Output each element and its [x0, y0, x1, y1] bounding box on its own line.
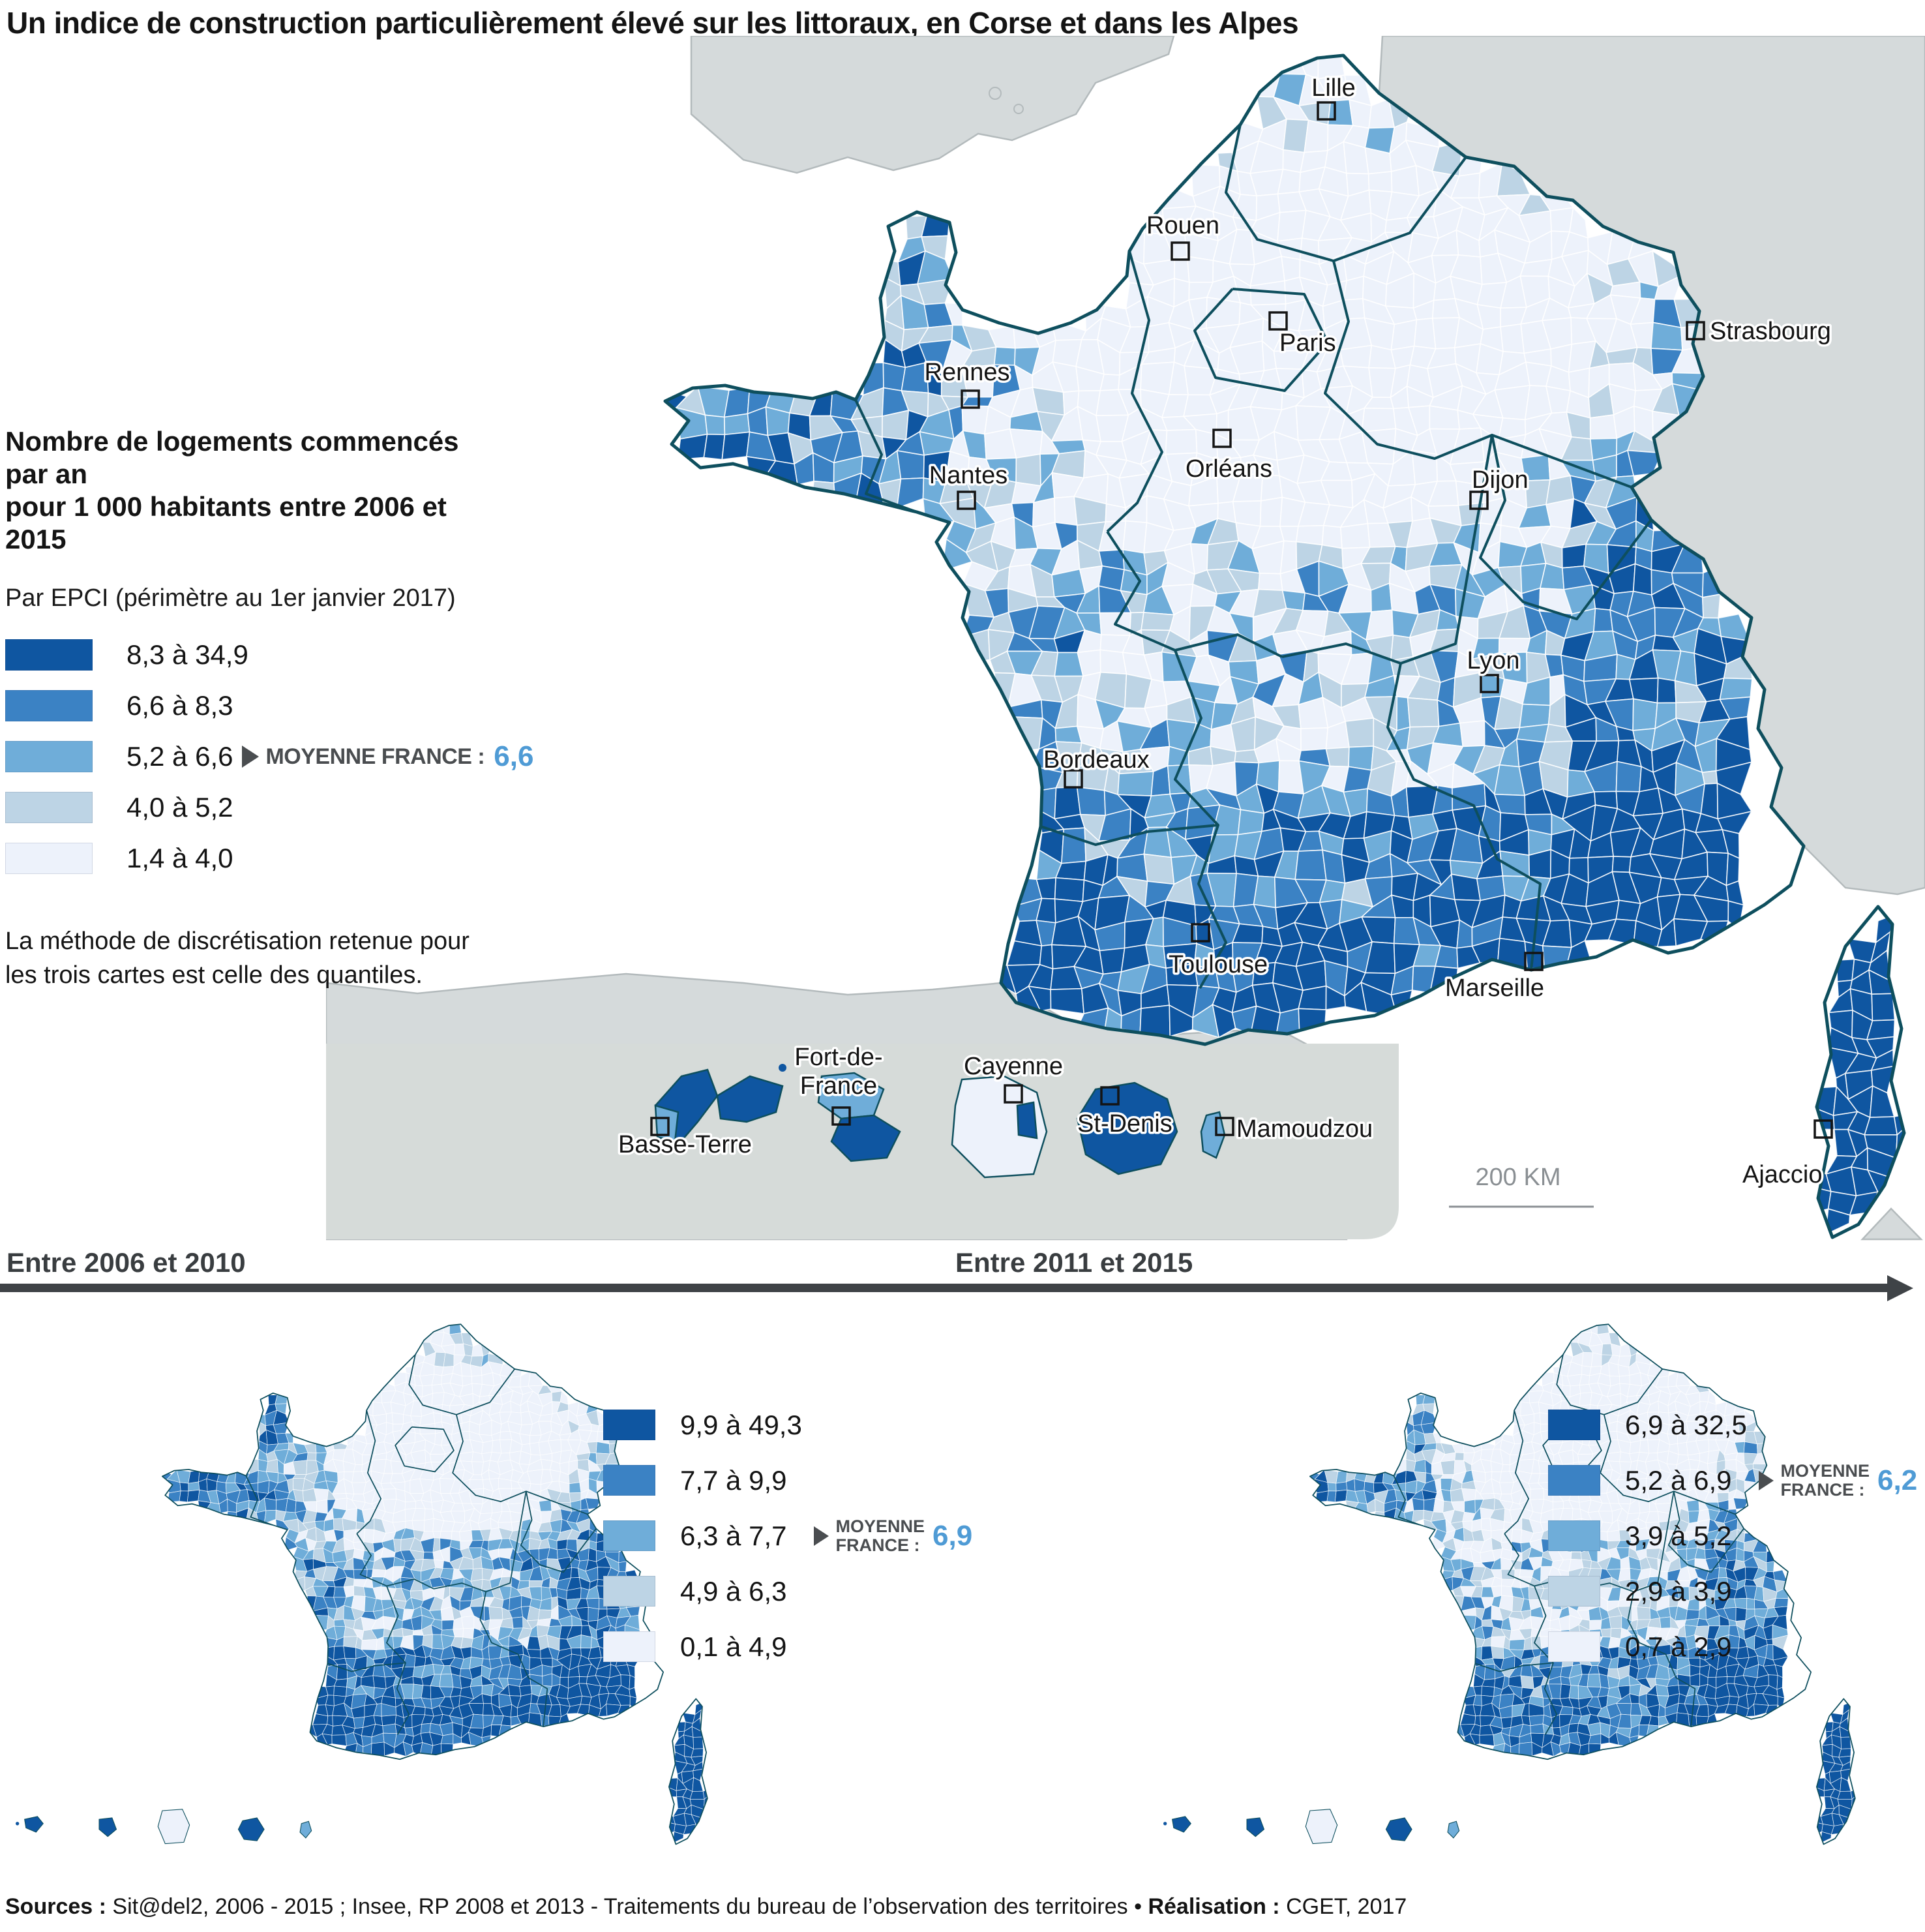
- legend-swatch: [5, 843, 93, 874]
- legend-row: 3,9 à 5,2: [1548, 1520, 1925, 1551]
- average-arrow-icon: [242, 746, 260, 768]
- average-arrow-icon: [814, 1526, 829, 1546]
- legend-class-label: 4,0 à 5,2: [127, 792, 233, 823]
- period-label-2006-2010: Entre 2006 et 2010: [7, 1247, 246, 1278]
- svg-text:Cayenne: Cayenne: [964, 1053, 1063, 1080]
- sources-text: Sit@del2, 2006 - 2015 ; Insee, RP 2008 e…: [106, 1894, 1148, 1919]
- svg-text:Bordeaux: Bordeaux: [1043, 746, 1150, 774]
- svg-text:Mamoudzou: Mamoudzou: [1236, 1115, 1373, 1143]
- legend-row: 4,0 à 5,2: [5, 792, 501, 823]
- legend-row: 0,7 à 2,9: [1548, 1631, 1925, 1662]
- average-callout: MOYENNE FRANCE : 6,9: [805, 1517, 972, 1555]
- legend-row: 2,9 à 3,9: [1548, 1575, 1925, 1607]
- legend-swatch: [603, 1631, 655, 1662]
- svg-text:Basse-Terre: Basse-Terre: [618, 1131, 752, 1158]
- average-value: 6,9: [933, 1519, 973, 1552]
- legend-row: 0,1 à 4,9: [603, 1631, 1021, 1662]
- legend-note: La méthode de discrétisation retenue pou…: [5, 928, 470, 989]
- legend-class-label: 4,9 à 6,3: [680, 1575, 787, 1607]
- timeline-arrow: [0, 1284, 1888, 1292]
- legend-row: 5,2 à 6,6 MOYENNE FRANCE : 6,6: [5, 740, 533, 772]
- svg-text:Toulouse: Toulouse: [1169, 951, 1268, 978]
- legend-swatch: [1548, 1631, 1600, 1662]
- average-label: MOYENNE FRANCE :: [265, 744, 485, 769]
- svg-text:Paris: Paris: [1279, 329, 1336, 357]
- svg-text:St-Denis: St-Denis: [1077, 1110, 1172, 1138]
- legend-swatch: [1548, 1465, 1600, 1496]
- legend-row: 6,9 à 32,5: [1548, 1410, 1925, 1440]
- legend-class-label: 6,6 à 8,3: [127, 690, 233, 721]
- legend-swatch: [5, 741, 93, 772]
- legend-class-label: 6,3 à 7,7: [680, 1520, 787, 1551]
- legend-class-label: 1,4 à 4,0: [127, 843, 233, 873]
- sources-label: Sources :: [5, 1894, 106, 1919]
- legend-row: 8,3 à 34,9: [5, 639, 501, 671]
- svg-text:200 KM: 200 KM: [1476, 1164, 1561, 1191]
- legend-row: 1,4 à 4,0: [5, 843, 501, 874]
- legend-swatch: [5, 639, 93, 671]
- legend-row: 6,6 à 8,3: [5, 690, 501, 721]
- legend-class-label: 9,9 à 49,3: [680, 1409, 802, 1440]
- realisation-label: Réalisation :: [1148, 1894, 1280, 1919]
- period-label-2011-2015: Entre 2011 et 2015: [955, 1247, 1193, 1278]
- average-callout: MOYENNE FRANCE : 6,2: [1750, 1460, 1918, 1500]
- legend-rows: 8,3 à 34,9 6,6 à 8,3 5,2 à 6,6 MOYENNE F…: [5, 639, 533, 874]
- legend-swatch: [5, 690, 93, 721]
- svg-text:Nantes: Nantes: [929, 462, 1007, 489]
- map-2011-2015: [1163, 1323, 1856, 1845]
- legend-row: 7,7 à 9,9: [603, 1464, 1021, 1496]
- realisation-text: CGET, 2017: [1279, 1894, 1407, 1919]
- main-legend: Nombre de logements commencés par an pou…: [5, 425, 533, 992]
- legend-class-label: 5,2 à 6,6: [127, 741, 233, 772]
- main-map: Basse-Terre Fort-de-France Cayenne St-Denis…: [326, 36, 1925, 1241]
- svg-text:Lyon: Lyon: [1467, 647, 1520, 674]
- legend-swatch: [1548, 1520, 1600, 1551]
- legend-swatch: [603, 1520, 655, 1551]
- legend-swatch: [603, 1410, 655, 1440]
- svg-text:Rouen: Rouen: [1146, 212, 1219, 239]
- legend-class-label: 3,9 à 5,2: [1625, 1520, 1732, 1551]
- timeline-arrowhead-icon: [1887, 1275, 1913, 1301]
- legend-swatch: [1548, 1410, 1600, 1440]
- svg-text:Dijon: Dijon: [1472, 466, 1529, 494]
- legend-subtitle: Par EPCI (périmètre au 1er janvier 2017): [5, 584, 456, 612]
- legend-class-label: 0,1 à 4,9: [680, 1631, 787, 1662]
- legend-2011-2015: 6,9 à 32,5 5,2 à 6,9 MOYENNE FRANCE : 6,…: [1548, 1410, 1925, 1687]
- svg-text:Strasbourg: Strasbourg: [1710, 318, 1831, 345]
- legend-row: 5,2 à 6,9 MOYENNE FRANCE : 6,2: [1548, 1461, 1925, 1499]
- legend-class-label: 2,9 à 3,9: [1625, 1575, 1732, 1607]
- svg-text:Fort-de-: Fort-de-: [794, 1044, 882, 1071]
- svg-text:France: France: [800, 1072, 877, 1100]
- average-value: 6,6: [494, 740, 534, 772]
- page-title: Un indice de construction particulièreme…: [7, 6, 1299, 40]
- svg-text:Marseille: Marseille: [1445, 974, 1544, 1002]
- legend-2006-2010: 9,9 à 49,3 7,7 à 9,9 6,3 à 7,7 MOYENNE F…: [603, 1410, 1021, 1687]
- legend-swatch: [603, 1465, 655, 1496]
- svg-text:Ajaccio: Ajaccio: [1742, 1161, 1823, 1188]
- legend-row: 6,3 à 7,7 MOYENNE FRANCE : 6,9: [603, 1517, 1021, 1554]
- legend-swatch: [1548, 1576, 1600, 1607]
- average-value: 6,2: [1877, 1464, 1918, 1496]
- svg-text:Orléans: Orléans: [1186, 455, 1272, 483]
- legend-class-label: 6,9 à 32,5: [1625, 1409, 1747, 1440]
- footer-credits: Sources : Sit@del2, 2006 - 2015 ; Insee,…: [5, 1894, 1407, 1920]
- svg-text:Lille: Lille: [1311, 74, 1356, 102]
- legend-class-label: 8,3 à 34,9: [127, 639, 248, 670]
- legend-swatch: [603, 1576, 655, 1607]
- svg-text:Rennes: Rennes: [925, 359, 1010, 386]
- legend-swatch: [5, 792, 93, 823]
- legend-row: 4,9 à 6,3: [603, 1575, 1021, 1607]
- average-arrow-icon: [1759, 1470, 1774, 1490]
- legend-class-label: 5,2 à 6,9: [1625, 1464, 1732, 1496]
- legend-class-label: 0,7 à 2,9: [1625, 1631, 1732, 1662]
- legend-class-label: 7,7 à 9,9: [680, 1464, 787, 1496]
- average-label: MOYENNE FRANCE :: [1780, 1460, 1870, 1500]
- legend-title: Nombre de logements commencés par an pou…: [5, 426, 459, 554]
- average-label: MOYENNE FRANCE :: [835, 1516, 925, 1555]
- legend-row: 9,9 à 49,3: [603, 1410, 1021, 1440]
- map-2006-2010: [16, 1323, 708, 1845]
